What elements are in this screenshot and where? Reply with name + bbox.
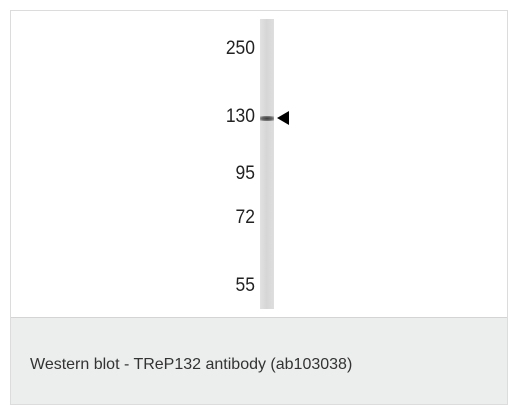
protein-band xyxy=(260,116,274,121)
figure-frame: 250 130 95 72 55 Western blot - TReP132 … xyxy=(10,10,508,405)
mw-marker-72: 72 xyxy=(235,207,255,228)
western-blot-image: 250 130 95 72 55 xyxy=(11,11,507,317)
mw-marker-95: 95 xyxy=(235,163,255,184)
band-arrow-icon xyxy=(277,111,289,125)
figure-caption: Western blot - TReP132 antibody (ab10303… xyxy=(30,356,353,373)
caption-bar: Western blot - TReP132 antibody (ab10303… xyxy=(11,317,507,404)
mw-marker-250: 250 xyxy=(225,38,255,59)
mw-marker-55: 55 xyxy=(235,275,255,296)
blot-lane xyxy=(260,19,274,309)
mw-marker-130: 130 xyxy=(225,106,255,127)
